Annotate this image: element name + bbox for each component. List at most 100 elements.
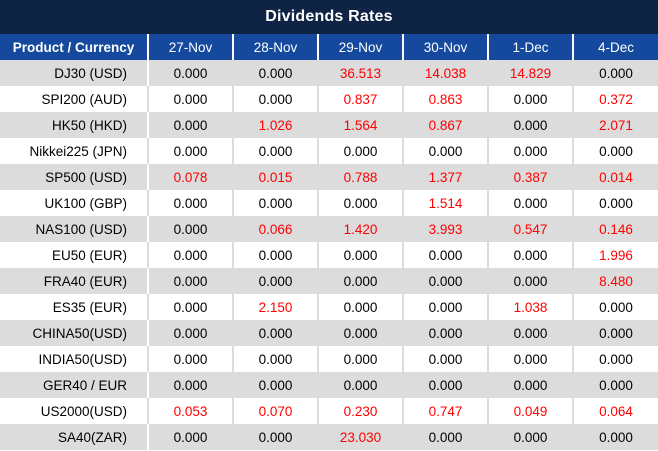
dividend-value: 0.000 bbox=[147, 190, 233, 216]
dividend-value: 0.000 bbox=[232, 320, 318, 346]
dividend-value: 1.514 bbox=[402, 190, 488, 216]
dividend-value: 0.000 bbox=[572, 138, 658, 164]
dividend-value: 0.000 bbox=[487, 86, 573, 112]
dividend-value: 0.000 bbox=[487, 320, 573, 346]
dividend-value: 0.000 bbox=[232, 242, 318, 268]
dividend-value: 0.000 bbox=[147, 60, 233, 86]
product-label: ES35 (EUR) bbox=[52, 299, 127, 315]
table-row: SP500 (USD) 0.078 0.015 0.788 1.377 0.387 0.0… bbox=[0, 164, 658, 190]
dividend-value: 0.000 bbox=[232, 346, 318, 372]
dividend-value: 0.000 bbox=[232, 138, 318, 164]
dividend-value: 0.000 bbox=[147, 242, 233, 268]
column-header-date-4: 30-Nov bbox=[402, 34, 488, 60]
dividend-value: 0.000 bbox=[147, 112, 233, 138]
dividend-value: 0.078 bbox=[147, 164, 233, 190]
table-row: EU50 (EUR) 0.000 0.000 0.000 0.000 0.000 1.99… bbox=[0, 242, 658, 268]
dividend-value: 0.837 bbox=[317, 86, 403, 112]
dividend-value: 0.000 bbox=[487, 242, 573, 268]
dividend-value: 0.000 bbox=[572, 190, 658, 216]
dividend-value: 0.000 bbox=[147, 320, 233, 346]
dividend-value: 0.000 bbox=[487, 190, 573, 216]
table-body: DJ30 (USD) 0.000 0.000 36.513 14.038 14.829 0… bbox=[0, 60, 658, 450]
dividend-value: 0.000 bbox=[402, 424, 488, 450]
dividend-value: 0.547 bbox=[487, 216, 573, 242]
table-row: SA40(ZAR) 0.000 0.000 23.030 0.000 0.000 0.00… bbox=[0, 424, 658, 450]
dividend-value: 0.000 bbox=[572, 294, 658, 320]
dividend-value: 1.026 bbox=[232, 112, 318, 138]
dividend-value: 0.066 bbox=[232, 216, 318, 242]
title-bar: Dividends Rates bbox=[0, 0, 658, 34]
dividend-value: 2.150 bbox=[232, 294, 318, 320]
dividend-value: 0.000 bbox=[147, 346, 233, 372]
table-row: FRA40 (EUR) 0.000 0.000 0.000 0.000 0.000 8.4… bbox=[0, 268, 658, 294]
table-row: SPI200 (AUD) 0.000 0.000 0.837 0.863 0.000 0.… bbox=[0, 86, 658, 112]
dividend-value: 0.000 bbox=[572, 424, 658, 450]
dividend-value: 2.071 bbox=[572, 112, 658, 138]
dividends-table: Product / Currency 27-Nov 28-Nov 29-Nov … bbox=[0, 34, 658, 450]
dividend-value: 0.000 bbox=[317, 320, 403, 346]
dividend-value: 0.146 bbox=[572, 216, 658, 242]
dividend-value: 0.000 bbox=[572, 372, 658, 398]
table-header-row: Product / Currency 27-Nov 28-Nov 29-Nov … bbox=[0, 34, 658, 60]
dividend-value: 0.049 bbox=[487, 398, 573, 424]
dividend-value: 3.993 bbox=[402, 216, 488, 242]
table-row: GER40 / EUR 0.000 0.000 0.000 0.000 0.000 0.0… bbox=[0, 372, 658, 398]
dividend-value: 14.829 bbox=[487, 60, 573, 86]
dividend-value: 23.030 bbox=[317, 424, 403, 450]
dividend-value: 0.000 bbox=[487, 372, 573, 398]
product-label: UK100 (GBP) bbox=[44, 195, 127, 211]
dividend-value: 0.000 bbox=[317, 372, 403, 398]
dividend-value: 0.000 bbox=[317, 268, 403, 294]
dividend-value: 0.747 bbox=[402, 398, 488, 424]
dividend-value: 36.513 bbox=[317, 60, 403, 86]
dividend-value: 0.000 bbox=[572, 320, 658, 346]
table-row: US2000(USD) 0.053 0.070 0.230 0.747 0.049 0.0… bbox=[0, 398, 658, 424]
dividend-value: 1.377 bbox=[402, 164, 488, 190]
dividend-value: 0.064 bbox=[572, 398, 658, 424]
product-label: INDIA50(USD) bbox=[38, 351, 127, 367]
dividend-value: 14.038 bbox=[402, 60, 488, 86]
dividend-value: 0.000 bbox=[487, 112, 573, 138]
column-header-date-6: 4-Dec bbox=[572, 34, 658, 60]
column-header-date-3: 29-Nov bbox=[317, 34, 403, 60]
product-label: DJ30 (USD) bbox=[54, 65, 127, 81]
dividend-value: 0.000 bbox=[232, 190, 318, 216]
product-label: CHINA50(USD) bbox=[32, 325, 127, 341]
dividend-value: 0.372 bbox=[572, 86, 658, 112]
dividend-value: 0.070 bbox=[232, 398, 318, 424]
product-label: US2000(USD) bbox=[40, 403, 127, 419]
dividend-value: 0.000 bbox=[147, 268, 233, 294]
dividend-value: 0.000 bbox=[402, 372, 488, 398]
table-row: UK100 (GBP) 0.000 0.000 0.000 1.514 0.000 0.0… bbox=[0, 190, 658, 216]
dividend-value: 0.000 bbox=[147, 138, 233, 164]
dividend-value: 0.000 bbox=[232, 86, 318, 112]
product-label: NAS100 (USD) bbox=[35, 221, 127, 237]
dividend-value: 0.000 bbox=[317, 138, 403, 164]
dividend-value: 0.000 bbox=[147, 294, 233, 320]
dividend-value: 0.000 bbox=[317, 294, 403, 320]
dividend-value: 0.015 bbox=[232, 164, 318, 190]
dividend-value: 0.788 bbox=[317, 164, 403, 190]
dividend-value: 0.000 bbox=[232, 60, 318, 86]
dividend-value: 0.230 bbox=[317, 398, 403, 424]
dividend-value: 0.000 bbox=[147, 424, 233, 450]
table-row: DJ30 (USD) 0.000 0.000 36.513 14.038 14.829 0… bbox=[0, 60, 658, 86]
dividend-value: 0.000 bbox=[402, 138, 488, 164]
dividend-value: 0.000 bbox=[317, 346, 403, 372]
product-label: SPI200 (AUD) bbox=[41, 91, 127, 107]
table-row: HK50 (HKD) 0.000 1.026 1.564 0.867 0.000 2.07… bbox=[0, 112, 658, 138]
column-header-date-5: 1-Dec bbox=[487, 34, 573, 60]
dividend-value: 0.000 bbox=[402, 242, 488, 268]
product-label: FRA40 (EUR) bbox=[43, 273, 127, 289]
dividend-value: 0.000 bbox=[402, 294, 488, 320]
product-label: HK50 (HKD) bbox=[51, 117, 127, 133]
dividend-value: 0.000 bbox=[147, 86, 233, 112]
dividend-value: 0.000 bbox=[147, 372, 233, 398]
product-label: SP500 (USD) bbox=[45, 169, 127, 185]
dividend-value: 1.996 bbox=[572, 242, 658, 268]
dividend-value: 0.000 bbox=[487, 138, 573, 164]
table-row: NAS100 (USD) 0.000 0.066 1.420 3.993 0.547 0.… bbox=[0, 216, 658, 242]
column-header-date-2: 28-Nov bbox=[232, 34, 318, 60]
dividend-value: 0.000 bbox=[572, 60, 658, 86]
dividend-value: 0.000 bbox=[487, 424, 573, 450]
